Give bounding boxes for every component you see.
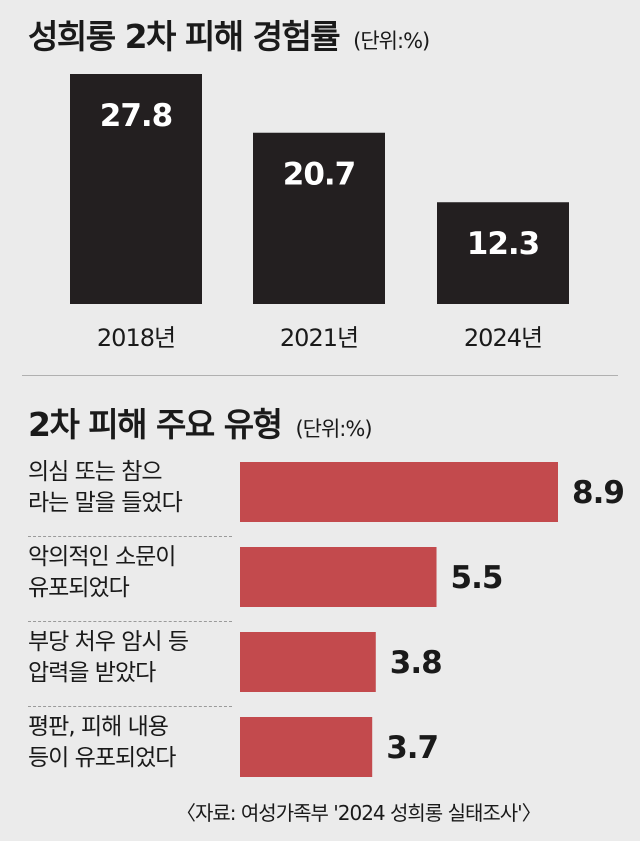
chart2-title: 2차 피해 주요 유형 xyxy=(28,405,283,444)
chart2-category-line: 부당 처우 암시 등 xyxy=(28,629,189,655)
chart2-bar-0 xyxy=(240,462,558,522)
chart1-title: 성희롱 2차 피해 경험률 xyxy=(28,17,341,56)
chart1-bar-0 xyxy=(70,74,202,304)
category-separator xyxy=(28,536,232,537)
source-note: 〈자료: 여성가족부 '2024 성희롱 실태조사'〉 xyxy=(176,801,542,825)
chart2-category-line: 악의적인 소문이 xyxy=(28,544,176,570)
chart2-category-line: 등이 유포되었다 xyxy=(28,745,176,771)
chart2-bar-3 xyxy=(240,717,373,777)
chart1-bar-1 xyxy=(253,132,385,304)
chart2-value-label-0: 8.9 xyxy=(572,475,624,511)
chart2-category-line: 유포되었다 xyxy=(28,575,130,601)
chart2-value-label-3: 3.7 xyxy=(386,730,438,766)
chart2-category-line: 평판, 피해 내용 xyxy=(28,714,169,740)
category-separator xyxy=(28,621,232,622)
chart1-category-label-1: 2021년 xyxy=(280,324,358,352)
chart2-category-line: 라는 말을 들었다 xyxy=(28,490,183,516)
chart1-unit-label: (단위:%) xyxy=(353,29,430,53)
section-divider xyxy=(22,375,618,376)
chart1-category-label-2: 2024년 xyxy=(464,324,542,352)
chart2-category-line: 압력을 받았다 xyxy=(28,660,156,686)
chart1-value-label-0: 27.8 xyxy=(100,98,173,134)
chart1-header: 성희롱 2차 피해 경험률 (단위:%) xyxy=(28,10,430,58)
chart2-unit-label: (단위:%) xyxy=(295,417,372,441)
chart2-header: 2차 피해 주요 유형 (단위:%) xyxy=(28,398,373,446)
chart2-value-label-2: 3.8 xyxy=(390,645,442,681)
chart1-bar-chart: 27.8 2018년 20.7 2021년 12.3 2024년 xyxy=(70,74,569,352)
chart2-category-line: 의심 또는 참으 xyxy=(28,459,163,485)
chart2-bar-1 xyxy=(240,547,437,607)
chart1-value-label-1: 20.7 xyxy=(283,157,356,193)
chart1-bar-2 xyxy=(437,202,569,304)
chart1-category-label-0: 2018년 xyxy=(97,324,175,352)
chart1-value-label-2: 12.3 xyxy=(467,226,540,262)
category-separator xyxy=(28,706,232,707)
chart2-bar-2 xyxy=(240,632,376,692)
chart2-value-label-1: 5.5 xyxy=(451,560,503,596)
